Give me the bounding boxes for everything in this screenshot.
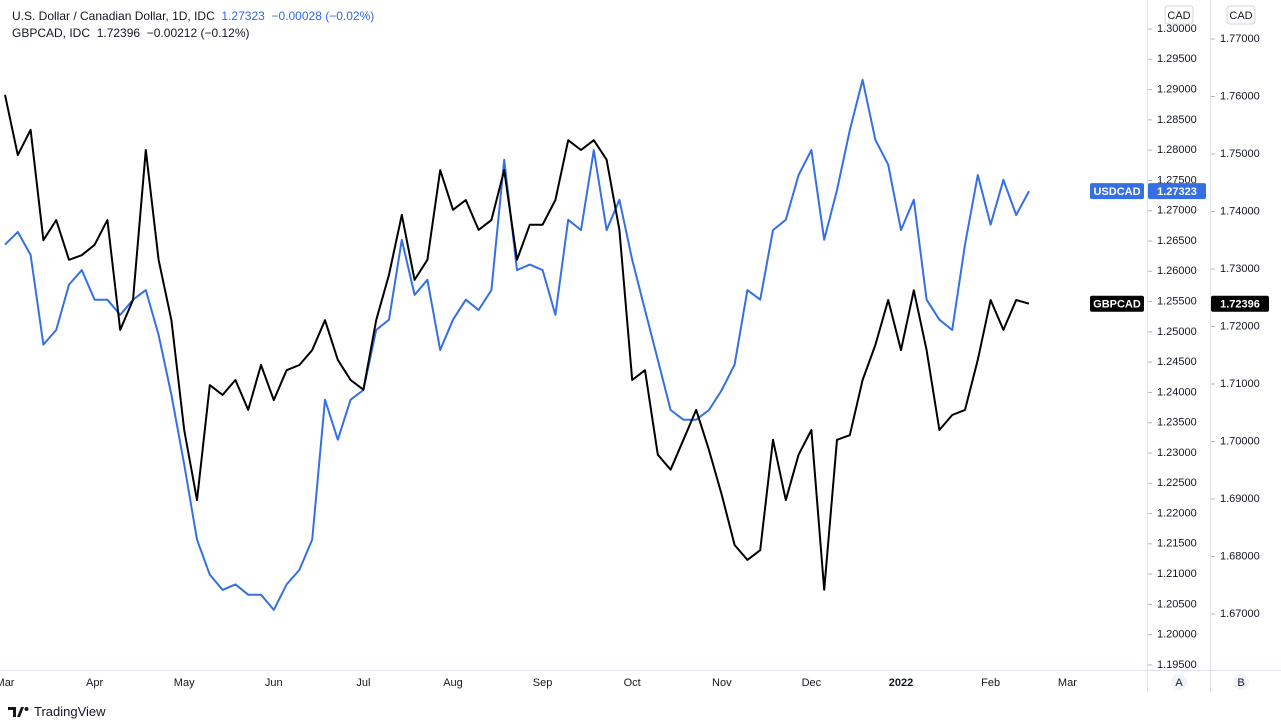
x-tick-label: Jul xyxy=(356,677,370,689)
x-tick-label: Sep xyxy=(533,677,553,689)
x-tick-label: Nov xyxy=(712,677,732,689)
scale-button-label[interactable]: B xyxy=(1237,677,1244,689)
x-tick-label: Jun xyxy=(265,677,283,689)
y-tick-label: 1.20000 xyxy=(1157,629,1197,641)
brand[interactable]: TradingView xyxy=(8,704,106,719)
y-tick-label: 1.29500 xyxy=(1157,53,1197,65)
y-tick-label: 1.22500 xyxy=(1157,477,1197,489)
unit-box[interactable] xyxy=(1226,5,1256,25)
scale-button[interactable] xyxy=(1233,674,1249,690)
y2-tick-label: 1.67000 xyxy=(1220,608,1260,620)
y-tick-label: 1.24500 xyxy=(1157,356,1197,368)
series-line xyxy=(4,94,1030,591)
price: 1.27323 xyxy=(221,9,265,23)
unit-box[interactable] xyxy=(1164,5,1194,25)
last-price-box xyxy=(1211,295,1269,312)
y-tick-label: 1.25000 xyxy=(1157,326,1197,338)
legend: U.S. Dollar / Canadian Dollar, 1D, IDC 1… xyxy=(12,8,374,42)
y-tick-label: 1.28000 xyxy=(1157,144,1197,156)
x-tick-label: Apr xyxy=(86,677,103,689)
last-price-box xyxy=(1148,183,1206,200)
scale-button[interactable] xyxy=(1171,674,1187,690)
y2-tick-label: 1.74000 xyxy=(1220,205,1260,217)
y-tick-label: 1.24000 xyxy=(1157,386,1197,398)
name-tag xyxy=(1090,183,1144,200)
symbol: U.S. Dollar / Canadian Dollar, 1D, IDC xyxy=(12,9,215,23)
symbol: GBPCAD, IDC xyxy=(12,26,91,40)
x-tick-label: May xyxy=(174,677,195,689)
series-line xyxy=(4,78,1030,611)
x-tick-label: Dec xyxy=(802,677,822,689)
y-tick-label: 1.26500 xyxy=(1157,235,1197,247)
y-tick-label: 1.21000 xyxy=(1157,568,1197,580)
name-tag-label: GBPCAD xyxy=(1093,299,1141,311)
y-tick-label: 1.28500 xyxy=(1157,114,1197,126)
y-unit[interactable]: CAD xyxy=(1167,10,1190,22)
y-tick-label: 1.21500 xyxy=(1157,538,1197,550)
y2-unit[interactable]: CAD xyxy=(1229,10,1252,22)
scale-button-label[interactable]: A xyxy=(1175,677,1183,689)
brand-logo xyxy=(8,706,29,717)
change: −0.00212 (−0.12%) xyxy=(146,26,250,40)
y2-tick-label: 1.76000 xyxy=(1220,90,1260,102)
y-tick-label: 1.19500 xyxy=(1157,659,1197,671)
brand-name: TradingView xyxy=(34,704,106,719)
name-tag xyxy=(1090,295,1144,312)
y2-tick-label: 1.77000 xyxy=(1220,33,1260,45)
y-tick-label: 1.23500 xyxy=(1157,417,1197,429)
change: −0.00028 (−0.02%) xyxy=(271,9,375,23)
last-price-label: 1.27323 xyxy=(1157,186,1197,198)
x-tick-label: Feb xyxy=(981,677,1000,689)
last-price-label: 1.72396 xyxy=(1220,299,1260,311)
y2-tick-label: 1.72000 xyxy=(1220,320,1260,332)
y-tick-label: 1.30000 xyxy=(1157,23,1197,35)
y2-tick-label: 1.69000 xyxy=(1220,493,1260,505)
y2-tick-label: 1.73000 xyxy=(1220,263,1260,275)
y-tick-label: 1.23000 xyxy=(1157,447,1197,459)
y-tick-label: 1.27000 xyxy=(1157,205,1197,217)
name-tag-label: USDCAD xyxy=(1093,186,1140,198)
y-tick-label: 1.20500 xyxy=(1157,598,1197,610)
x-tick-label: Oct xyxy=(624,677,641,689)
y2-tick-label: 1.68000 xyxy=(1220,550,1260,562)
y2-tick-label: 1.70000 xyxy=(1220,435,1260,447)
y2-tick-label: 1.75000 xyxy=(1220,148,1260,160)
x-tick-label: 2022 xyxy=(889,677,913,689)
y-tick-label: 1.22000 xyxy=(1157,507,1197,519)
y2-tick-label: 1.71000 xyxy=(1220,378,1260,390)
legend-row: GBPCAD, IDC 1.72396 −0.00212 (−0.12%) xyxy=(12,25,374,42)
y-tick-label: 1.29000 xyxy=(1157,83,1197,95)
legend-row: U.S. Dollar / Canadian Dollar, 1D, IDC 1… xyxy=(12,8,374,25)
x-tick-label: Mar xyxy=(0,677,15,689)
y-tick-label: 1.26000 xyxy=(1157,265,1197,277)
y-tick-label: 1.25500 xyxy=(1157,295,1197,307)
x-tick-label: Mar xyxy=(1058,677,1077,689)
x-tick-label: Aug xyxy=(443,677,463,689)
price: 1.72396 xyxy=(96,26,141,40)
chart: CAD CAD A B 1.19500 1.20000 1.20500 1.21000… xyxy=(0,0,1281,692)
